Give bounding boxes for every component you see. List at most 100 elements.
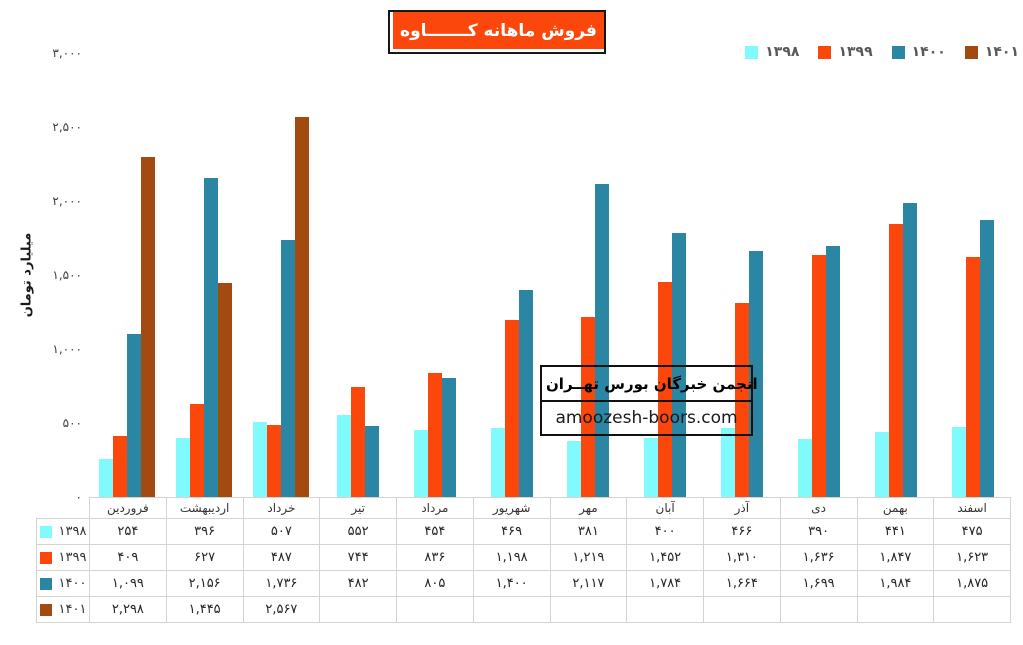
chart-title-text: فروش ماهانه کـــــــاوه xyxy=(400,20,597,41)
bar-series4-month3 xyxy=(295,117,310,497)
bar-series4-month1 xyxy=(141,156,156,497)
table-cell-s3-m3: ۱,۷۳۶ xyxy=(242,570,321,597)
table-header-month: بهمن xyxy=(856,497,935,519)
table-cell-s2-m12: ۱,۶۲۳ xyxy=(933,544,1011,571)
table-header-month: خرداد xyxy=(242,497,321,519)
table-header-month: اسفند xyxy=(933,497,1011,519)
table-cell-s3-m8: ۱,۷۸۴ xyxy=(626,570,704,597)
y-axis-tick: ۲,۰۰۰ xyxy=(52,194,82,208)
table-cell-s2-m1: ۴۰۹ xyxy=(89,544,167,571)
table-cell-s1-m12: ۴۷۵ xyxy=(933,518,1011,545)
series-year-label: ۱۳۹۸ xyxy=(58,524,87,539)
table-cell-s2-m9: ۱,۳۱۰ xyxy=(703,544,781,571)
bar-series1-month6 xyxy=(490,427,505,497)
bar-series1-month1 xyxy=(99,459,114,497)
table-cell-s3-m7: ۲,۱۱۷ xyxy=(549,570,628,597)
table-cell-s4-m5 xyxy=(396,596,474,623)
table-cell-s2-m8: ۱,۴۵۲ xyxy=(626,544,704,571)
table-cell-s3-m9: ۱,۶۶۴ xyxy=(703,570,781,597)
table-cell-s4-m7 xyxy=(549,596,628,623)
bar-group-2 xyxy=(166,53,243,497)
table-cell-s2-m10: ۱,۶۳۶ xyxy=(779,544,858,571)
bar-series4-month2 xyxy=(218,283,233,497)
table-cell-s1-m8: ۴۰۰ xyxy=(626,518,704,545)
legend-item-3: ۱۴۰۰ xyxy=(891,44,946,60)
table-row-1: ۱۳۹۸ ۲۵۴ ۳۹۶ ۵۰۷ ۵۵۲ ۴۵۴ ۴۶۹ ۳۸۱ ۴۰۰ ۴۶۶ ۳۹۰ ۴۴۱ ۴۷۵ xyxy=(36,518,1011,545)
bar-series2-month1 xyxy=(113,436,128,497)
bar-group-12 xyxy=(934,53,1011,497)
bar-group-5 xyxy=(396,53,473,497)
table-cell-s4-m6 xyxy=(472,596,551,623)
table-cell-s2-m3: ۴۸۷ xyxy=(242,544,321,571)
bar-series2-month10 xyxy=(811,254,826,497)
watermark-org-name: انجمن خبرگان بورس تهــران xyxy=(542,367,758,402)
table-header-month: آذر xyxy=(703,497,781,519)
table-row-label: ۱۳۹۹ xyxy=(36,544,90,571)
bar-series1-month4 xyxy=(336,415,351,497)
table-cell-s3-m6: ۱,۴۰۰ xyxy=(472,570,551,597)
bar-series3-month12 xyxy=(979,219,994,497)
series-year-label: ۱۳۹۹ xyxy=(58,550,87,565)
bar-series3-month5 xyxy=(441,377,456,497)
y-axis-tick: ۰ xyxy=(75,490,82,504)
table-cell-s4-m3: ۲,۵۶۷ xyxy=(242,596,321,623)
table-cell-s3-m12: ۱,۸۷۵ xyxy=(933,570,1011,597)
table-header-month: تیر xyxy=(319,497,397,519)
table-row-label: ۱۴۰۱ xyxy=(36,596,90,623)
bar-series3-month3 xyxy=(281,240,296,497)
series-year-label: ۱۴۰۰ xyxy=(58,576,87,591)
bar-series2-month11 xyxy=(888,223,903,497)
table-cell-s3-m1: ۱,۰۹۹ xyxy=(89,570,167,597)
bar-group-11 xyxy=(857,53,934,497)
table-cell-s3-m5: ۸۰۵ xyxy=(396,570,474,597)
y-axis-tick: ۱,۰۰۰ xyxy=(52,342,82,356)
bar-group-8 xyxy=(627,53,704,497)
bar-series2-month8 xyxy=(658,282,673,497)
table-cell-s1-m6: ۴۶۹ xyxy=(472,518,551,545)
bar-series2-month5 xyxy=(427,373,442,497)
table-cell-s1-m10: ۳۹۰ xyxy=(779,518,858,545)
table-row-3: ۱۴۰۰ ۱,۰۹۹ ۲,۱۵۶ ۱,۷۳۶ ۴۸۲ ۸۰۵ ۱,۴۰۰ ۲,۱۱۷ ۱,۷۸۴… xyxy=(36,570,1011,597)
y-axis-tick: ۳,۰۰۰ xyxy=(52,46,82,60)
table-row-label: ۱۳۹۸ xyxy=(36,518,90,545)
chart-title-background: فروش ماهانه کـــــــاوه xyxy=(393,12,604,49)
series-swatch-icon xyxy=(39,551,52,564)
legend-item-1: ۱۳۹۸ xyxy=(745,44,799,60)
legend-swatch-icon xyxy=(745,45,759,59)
plot-area xyxy=(89,53,1011,497)
legend-label: ۱۳۹۹ xyxy=(838,44,873,60)
table-cell-s3-m4: ۴۸۲ xyxy=(319,570,397,597)
bar-group-4 xyxy=(319,53,396,497)
table-row-4: ۱۴۰۱ ۲,۲۹۸ ۱,۴۴۵ ۲,۵۶۷ xyxy=(36,596,1011,623)
bar-series2-month4 xyxy=(350,386,365,497)
bar-series3-month7 xyxy=(595,183,610,497)
table-header-month: مرداد xyxy=(396,497,474,519)
data-table: فروردین اردیبهشت خرداد تیر مرداد شهریور مهر آبا… xyxy=(36,497,1011,623)
bar-group-7 xyxy=(550,53,627,497)
bar-series2-month12 xyxy=(965,256,980,497)
table-cell-s2-m11: ۱,۸۴۷ xyxy=(856,544,935,571)
table-header-month: فروردین xyxy=(89,497,167,519)
table-cell-s4-m12 xyxy=(933,596,1011,623)
bar-group-3 xyxy=(243,53,320,497)
bar-series1-month8 xyxy=(644,437,659,497)
table-cell-s4-m11 xyxy=(856,596,935,623)
legend-label: ۱۴۰۰ xyxy=(911,44,946,60)
table-corner-cell xyxy=(37,498,90,519)
legend-swatch-icon xyxy=(891,45,905,59)
table-header-month: دی xyxy=(779,497,858,519)
legend-swatch-icon xyxy=(964,45,978,59)
table-cell-s4-m2: ۱,۴۴۵ xyxy=(165,596,244,623)
table-row-2: ۱۳۹۹ ۴۰۹ ۶۲۷ ۴۸۷ ۷۴۴ ۸۳۶ ۱,۱۹۸ ۱,۲۱۹ ۱,۴۵۲ ۱,۳۱۰ ۱… xyxy=(36,544,1011,571)
table-cell-s4-m10 xyxy=(779,596,858,623)
table-cell-s1-m4: ۵۵۲ xyxy=(319,518,397,545)
bar-series2-month2 xyxy=(190,404,205,497)
bar-series1-month3 xyxy=(253,421,268,497)
table-header-row: فروردین اردیبهشت خرداد تیر مرداد شهریور مهر آبا… xyxy=(37,497,1011,519)
table-cell-s4-m1: ۲,۲۹۸ xyxy=(89,596,167,623)
legend: ۱۳۹۸ ۱۳۹۹ ۱۴۰۰ ۱۴۰۱ xyxy=(745,44,1019,60)
series-swatch-icon xyxy=(39,525,52,538)
table-cell-s3-m11: ۱,۹۸۴ xyxy=(856,570,935,597)
table-cell-s4-m4 xyxy=(319,596,397,623)
